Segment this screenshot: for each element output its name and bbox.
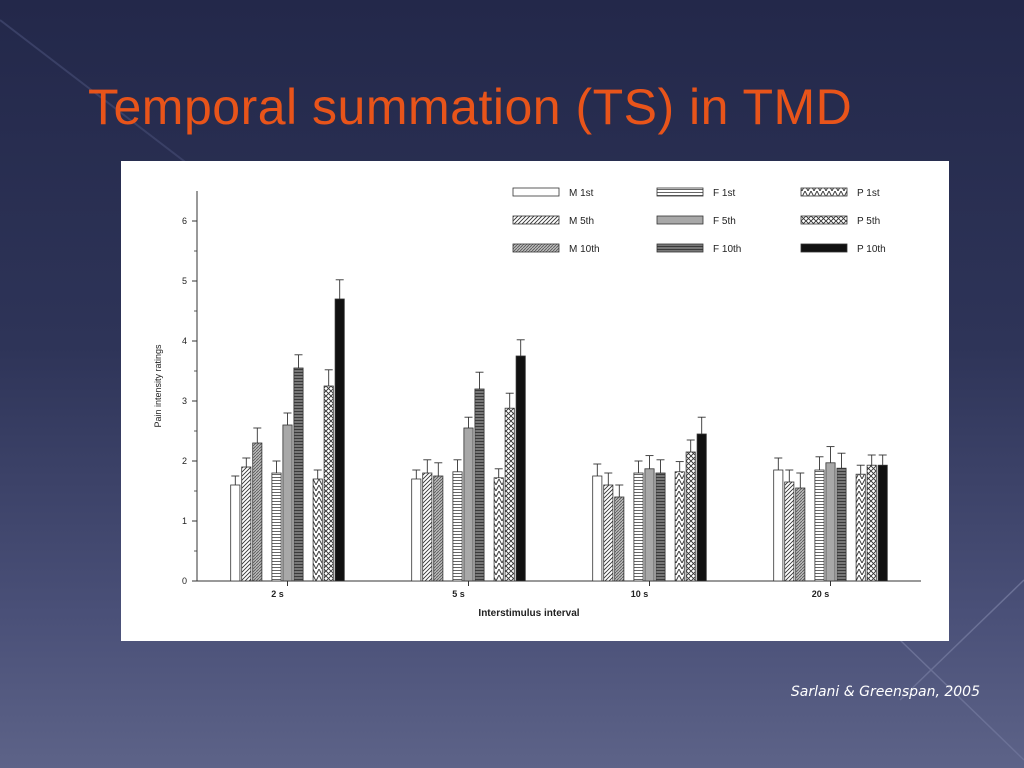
bar [493,477,504,582]
bar [241,466,252,582]
legend-label: M 10th [569,244,600,255]
bar [633,472,644,582]
citation: Sarlani & Greenspan, 2005 [790,684,980,700]
bar [603,484,614,582]
bar [655,472,666,582]
y-tick-label: 1 [182,516,187,526]
legend-label: P 10th [857,244,886,255]
chart-panel: 0 1 2 3 4 5 6 Pain intensity ratings Interstimul… [121,161,949,641]
legend-label: F 1st [713,188,735,199]
bar [644,468,655,582]
legend-label: P 1st [857,188,880,199]
bar [836,467,847,582]
bar [474,388,485,582]
bar [271,472,282,582]
x-tick-label: 10 s [631,589,649,599]
bar [877,464,888,582]
bar [433,475,444,582]
legend-label: M 1st [569,188,594,199]
bar [504,407,515,582]
bar [422,472,433,582]
legend-swatch [800,215,848,225]
bar [252,442,263,582]
y-tick-label: 0 [182,576,187,586]
bar [334,298,345,582]
y-tick-label: 6 [182,216,187,226]
slide-title: Temporal summation (TS) in TMD [88,79,853,135]
bar [592,475,603,582]
legend-label: F 5th [713,216,736,227]
legend-swatch [656,215,704,225]
legend-swatch [656,187,704,197]
bar [614,496,625,582]
bar [411,478,422,582]
y-axis-label: Pain intensity ratings [153,344,163,428]
legend-swatch [800,243,848,253]
bar [784,481,795,582]
bar [463,427,474,582]
bar [282,424,293,582]
legend-swatch [512,243,560,253]
legend-swatch [512,187,560,197]
bar [866,464,877,582]
bar [685,451,696,582]
x-axis-label: Interstimulus interval [478,608,579,619]
legend-label: F 10th [713,244,741,255]
x-tick-label: 5 s [452,589,465,599]
bar-chart: 0 1 2 3 4 5 6 Pain intensity ratings Interstimul… [153,187,921,619]
bar [312,478,323,582]
legend-swatch [512,215,560,225]
bar [515,355,526,582]
bar [814,469,825,582]
legend-label: M 5th [569,216,594,227]
y-tick-label: 5 [182,276,187,286]
y-tick-label: 3 [182,396,187,406]
bar [230,484,241,582]
y-tick-label: 2 [182,456,187,466]
bar [825,462,836,582]
legend-label: P 5th [857,216,880,227]
bar [696,433,707,582]
legend-swatch [800,187,848,197]
x-tick-label: 2 s [271,589,284,599]
bar [795,487,806,582]
y-tick-label: 4 [182,336,187,346]
bar [773,469,784,582]
x-tick-label: 20 s [812,589,830,599]
legend-swatch [656,243,704,253]
bar [674,471,685,582]
bar [323,385,334,582]
bar [452,471,463,582]
bar [293,367,304,582]
bar [855,473,866,582]
